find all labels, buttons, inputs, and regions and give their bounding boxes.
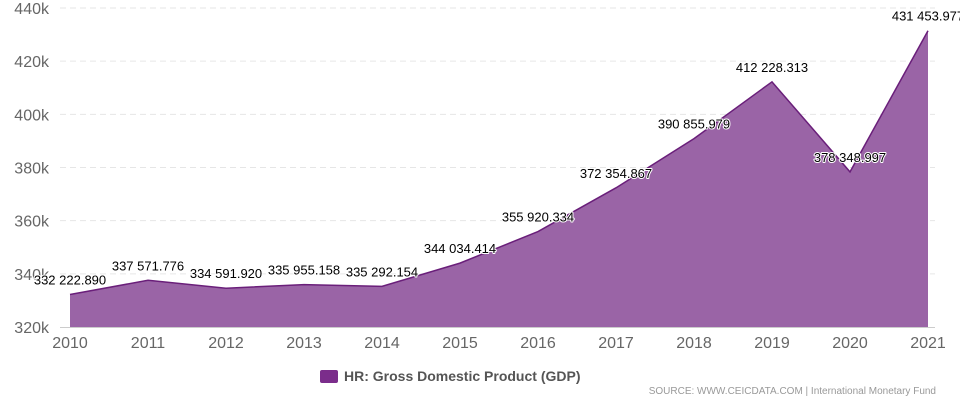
data-label-2020: 378 348.997 (814, 150, 886, 165)
area-layer (69, 30, 929, 328)
legend-label: HR: Gross Domestic Product (GDP) (344, 368, 581, 384)
x-tick-label-2021: 2021 (910, 335, 946, 352)
data-label-2019: 412 228.313 (736, 60, 808, 75)
data-label-2021: 431 453.977 (892, 9, 960, 24)
x-tick-label-2010: 2010 (52, 335, 88, 352)
y-tick-label-340k: 340k (14, 267, 50, 284)
data-label-2014: 335 292.154 (346, 264, 418, 279)
data-label-2012: 334 591.920 (190, 266, 262, 281)
y-tick-label-420k: 420k (14, 54, 50, 71)
data-label-2013: 335 955.158 (268, 263, 340, 278)
x-tick-label-2011: 2011 (131, 335, 166, 352)
axis-layer: 320k 340k 360k 380k 400k 420k 440k 2010 2011 2012… (14, 1, 946, 352)
x-tick-label-2017: 2017 (598, 335, 634, 352)
data-label-2018: 390 855.979 (658, 117, 730, 132)
x-tick-label-2019: 2019 (754, 335, 790, 352)
gdp-area-fill (70, 30, 928, 328)
x-tick-label-2014: 2014 (364, 335, 400, 352)
data-label-layer: 332 222.890 337 571.776 334 591.920 335 955… (33, 8, 960, 289)
gdp-series-line (69, 30, 929, 296)
data-label-2011: 337 571.776 (112, 258, 184, 273)
grid-layer (60, 7, 935, 275)
data-label-2016: 355 920.334 (502, 210, 574, 225)
chart-legend[interactable]: HR: Gross Domestic Product (GDP) (320, 368, 580, 384)
x-tick-label-2012: 2012 (208, 335, 244, 352)
x-tick-label-2020: 2020 (832, 335, 868, 352)
data-label-2015: 344 034.414 (424, 241, 496, 256)
x-tick-label-2016: 2016 (520, 335, 556, 352)
data-label-2017: 372 354.867 (580, 166, 652, 181)
x-tick-label-2018: 2018 (676, 335, 712, 352)
data-label-2010: 332 222.890 (34, 273, 106, 288)
y-tick-label-360k: 360k (14, 214, 50, 231)
y-tick-label-440k: 440k (14, 1, 50, 18)
y-tick-label-400k: 400k (14, 107, 50, 124)
source-note: SOURCE: WWW.CEICDATA.COM | International… (648, 386, 936, 397)
legend-swatch (320, 369, 338, 383)
x-tick-label-2013: 2013 (286, 335, 322, 352)
y-tick-label-320k: 320k (14, 320, 50, 337)
y-tick-label-380k: 380k (14, 161, 50, 178)
x-tick-label-2015: 2015 (442, 335, 478, 352)
